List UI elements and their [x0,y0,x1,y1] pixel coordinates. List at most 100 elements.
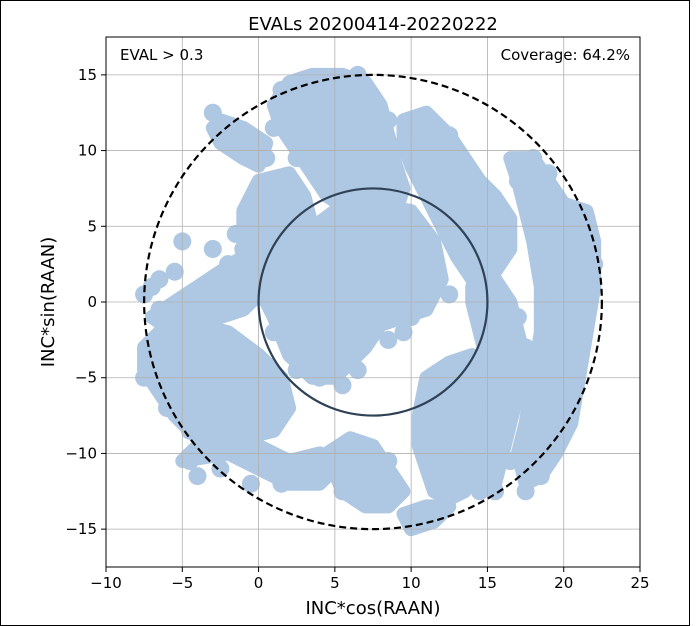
y-tick-label: −5 [75,369,97,387]
coverage-blob [508,308,527,327]
coverage-blob [379,330,398,349]
coverage-blob [234,240,253,258]
coverage-blob [348,209,367,228]
coverage-blob [257,149,276,168]
coverage-blob [379,209,398,228]
coverage-blob [287,111,306,130]
coverage-blob [348,361,367,380]
coverage-blob [562,383,581,402]
coverage-blob [417,134,436,152]
coverage-blob [211,459,230,478]
x-tick-label: 5 [330,574,340,592]
coverage-blob [348,489,367,508]
coverage-blob [287,149,306,168]
x-tick-label: −5 [171,574,193,592]
coverage-region-upper-left-arm [205,113,274,173]
coverage-blob [516,338,535,357]
coverage-blob [203,240,222,258]
x-tick-label: 10 [402,574,421,592]
x-tick-label: 20 [554,574,573,592]
coverage-blob [333,482,352,501]
coverage-blob [470,452,489,470]
coverage-blob [562,202,581,221]
coverage-blob [364,467,382,486]
coverage-region-center-body [251,196,449,385]
coverage-blob [470,353,489,372]
coverage-blob [379,111,398,130]
coverage-blob [455,459,474,478]
y-tick-label: 15 [78,66,97,84]
coverage-blob [165,262,184,281]
coverage-blob [303,247,321,266]
coverage-blob [425,255,443,274]
y-ticks: −15 −10 −5 0 5 10 15 [65,66,106,538]
coverage-blob [432,497,451,516]
coverage-blob [539,164,558,183]
coverage-blob [379,452,398,470]
coverage-layer [135,65,604,537]
coverage-blob [219,255,238,274]
coverage-blob [226,224,245,243]
coverage-blob [287,361,306,380]
coverage-blob [188,467,207,486]
coverage-blob [142,346,161,364]
coverage-blob [219,429,238,448]
coverage-blob [570,338,588,357]
coverage-blob [180,421,199,440]
coverage-blob [272,474,291,493]
coverage-blob [501,346,520,364]
coverage-blob [180,285,199,304]
coverage-blob [516,482,535,501]
x-tick-label: 15 [478,574,497,592]
y-tick-label: −15 [65,520,97,538]
coverage-blob [310,134,329,152]
x-tick-label: 0 [254,574,264,592]
coverage-blob [531,467,550,486]
coverage-blob [440,285,459,304]
coverage-region-right-upper-mass [396,105,518,287]
coverage-blob [264,118,283,137]
y-tick-label: −10 [65,444,97,462]
coverage-blob [150,330,169,349]
coverage-blob [440,126,459,145]
coverage-blob [226,118,245,137]
reference-circles [143,73,603,531]
x-tick-label: 25 [630,574,649,592]
coverage-blob [135,285,154,304]
coverage-blob [455,414,474,433]
coverage-blob [158,399,176,417]
chart-title: EVALs 20200414-20220222 [248,14,498,35]
coverage-blob [386,474,405,493]
coverage-blob [150,300,169,319]
x-tick-label: −10 [90,574,122,592]
coverage-blob [241,474,260,493]
coverage-blob [508,171,527,190]
coverage-blob [203,270,222,289]
y-tick-label: 10 [78,142,97,160]
y-axis-label: INC*sin(RAAN) [38,237,59,368]
annotation-coverage: Coverage: 64.2% [501,46,630,64]
coverage-blob [470,482,489,501]
coverage-blob [180,452,199,470]
coverage-blob [272,81,291,99]
y-tick-label: 5 [87,217,97,235]
coverage-blob [333,376,352,395]
coverage-blob [493,383,512,402]
coverage-blob [303,467,321,486]
inner-circle [257,187,489,417]
coverage-blob [203,103,222,122]
annotation-eval-threshold: EVAL > 0.3 [120,46,203,64]
x-axis-label: INC*cos(RAAN) [305,598,440,619]
coverage-blob [501,452,520,470]
coverage-blob [394,323,413,342]
coverage-blob [364,88,382,107]
coverage-blob [493,285,512,304]
coverage-blob [524,149,543,168]
x-ticks: −10 −5 0 5 10 15 20 25 [90,567,650,592]
coverage-blob [264,323,283,342]
outer-circle [143,73,603,531]
y-tick-label: 0 [87,293,97,311]
coverage-blob [486,421,505,440]
